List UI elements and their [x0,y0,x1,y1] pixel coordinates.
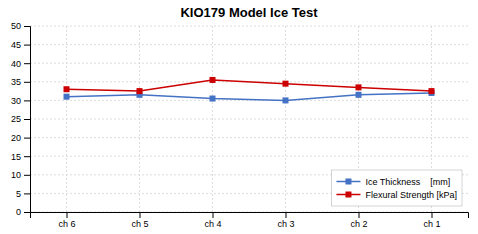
tick-label: 10 [11,170,21,180]
marker [64,86,70,92]
tick-label: 45 [11,40,21,50]
tick: 35 [11,77,30,87]
tick-mark [24,119,30,120]
tick-label: 5 [16,189,21,199]
tick-mark [67,212,68,218]
grid-line [30,137,468,138]
legend-item: Flexural Strength [kPa] [336,190,457,200]
tick-label: ch 1 [423,219,440,229]
grid-line [30,44,468,45]
tick-label: ch 4 [204,219,221,229]
tick-mark [140,212,141,218]
tick: 10 [11,170,30,180]
tick: 25 [11,114,30,124]
marker [210,77,216,83]
tick-mark [24,175,30,176]
x-axis: ch 6 ch 5 ch 4 ch 3 ch 2 ch 1 [31,212,469,229]
tick: ch 1 [423,212,440,229]
legend-marker [345,192,351,198]
tick-label: 35 [11,77,21,87]
series-line [67,93,432,100]
axis-line [24,27,31,213]
chart: KIO179 Model Ice Test 0 5 10 15 20 25 30 35 40 45 5… [0,0,478,234]
tick-label: 15 [11,152,21,162]
tick-mark [24,193,30,194]
grid-line [285,26,286,212]
tick: ch 2 [350,212,367,229]
tick: 45 [11,40,30,50]
y-axis: 0 5 10 15 20 25 30 35 40 45 50 [11,21,31,217]
tick-mark [24,63,30,64]
tick: 15 [11,152,30,162]
marker [137,88,143,94]
tick-mark [24,156,30,157]
tick-label: 25 [11,114,21,124]
legend: Ice Thickness [mm] Flexural Strength [kPa… [331,170,462,206]
marker [283,81,289,87]
grid-line [30,156,468,157]
legend-box [331,170,462,206]
marker [210,96,216,102]
tick-mark [359,212,360,218]
tick-label: 20 [11,133,21,143]
tick-mark [24,82,30,83]
plot: 0 5 10 15 20 25 30 35 40 45 50 ch 6 ch 5 ch 4 ch 3 ch 2… [11,21,469,229]
tick-label: 0 [16,207,21,217]
legend-label: Flexural Strength [kPa] [365,190,457,200]
tick-mark [24,26,30,27]
marker [64,94,70,100]
grid-line [139,26,140,212]
marker [429,88,435,94]
tick: 50 [11,21,30,31]
tick: 40 [11,59,30,69]
grid [30,26,468,212]
grid-line [212,26,213,212]
marker [283,97,289,103]
tick: 20 [11,133,30,143]
tick-label: 40 [11,59,21,69]
tick-mark [24,45,30,46]
tick-mark [213,212,214,218]
grid-line [66,26,67,212]
grid-line [30,63,468,64]
tick-mark [24,212,30,213]
grid-line [30,119,468,120]
tick: ch 3 [277,212,294,229]
tick: 0 [16,207,30,217]
legend-marker [345,179,351,185]
marker [356,84,362,90]
grid-line [30,26,468,27]
tick-label: 30 [11,96,21,106]
tick-label: ch 3 [277,219,294,229]
tick: ch 5 [131,212,148,229]
series-line [67,80,432,91]
tick: ch 6 [58,212,75,229]
tick: 5 [16,189,30,199]
tick: ch 4 [204,212,221,229]
legend-item: Ice Thickness [mm] [336,177,450,187]
tick-mark [24,100,30,101]
marker [356,92,362,98]
tick-mark [286,212,287,218]
title: KIO179 Model Ice Test [180,5,318,20]
tick: 30 [11,96,30,106]
axis-line [31,213,469,219]
tick-label: 50 [11,21,21,31]
tick-label: ch 6 [58,219,75,229]
tick-mark [432,212,433,218]
legend-label: Ice Thickness [mm] [365,177,450,187]
tick-label: ch 5 [131,219,148,229]
marks [64,77,435,103]
tick-mark [24,138,30,139]
tick-label: ch 2 [350,219,367,229]
